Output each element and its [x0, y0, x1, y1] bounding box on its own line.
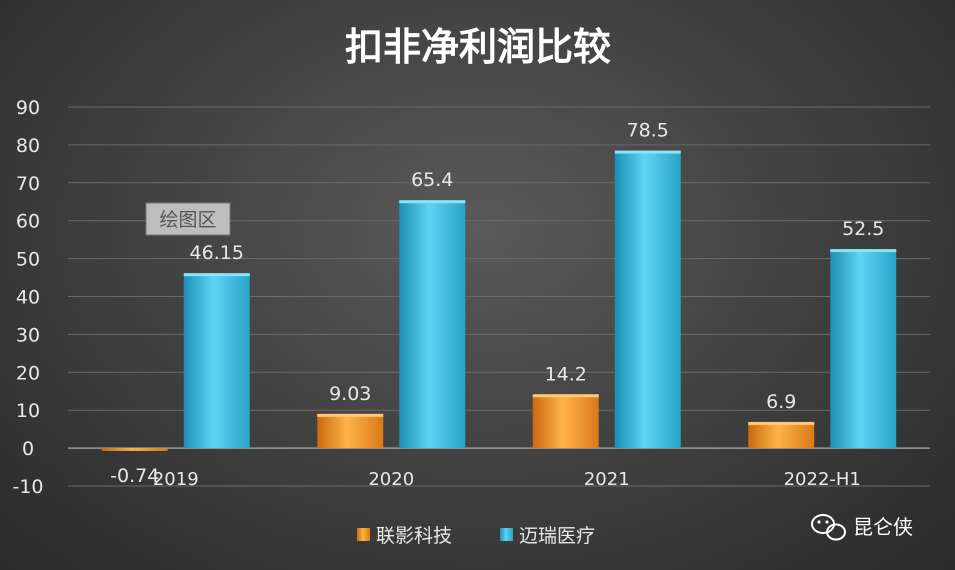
bar-top-highlight [748, 421, 815, 425]
watermark: 昆仑侠 [811, 514, 913, 541]
bar-lianying [317, 413, 384, 449]
data-label: -0.74 [110, 465, 159, 487]
y-tick-label: 90 [16, 97, 40, 119]
data-label: 78.5 [627, 120, 669, 142]
bar-lianying [101, 448, 168, 451]
y-tick-label: 60 [16, 211, 40, 233]
data-label: 52.5 [842, 218, 884, 240]
data-label: 46.15 [190, 242, 244, 264]
x-tick-label: 2019 [153, 469, 199, 490]
bar-top-highlight [183, 273, 250, 277]
bar-top-highlight [830, 249, 897, 253]
y-tick-label: 10 [16, 400, 40, 422]
bar-top-highlight [614, 150, 681, 154]
bar-mindray [614, 150, 681, 449]
data-label: 9.03 [329, 383, 371, 405]
y-tick-label: -10 [12, 476, 43, 498]
y-tick-label: 70 [16, 173, 40, 195]
x-axis: 2019 2020 2021 2022-H1 [153, 469, 861, 490]
bar-top-highlight [399, 200, 466, 204]
x-tick-label: 2021 [584, 469, 630, 490]
legend-label-mindray: 迈瑞医疗 [519, 525, 595, 547]
tooltip-label: 绘图区 [159, 209, 216, 231]
bar-top-highlight [532, 394, 599, 398]
bar-top-highlight [317, 413, 384, 417]
x-tick-label: 2020 [368, 469, 414, 490]
bar-mindray [183, 273, 250, 449]
y-tick-label: 20 [16, 362, 40, 384]
plot-area-tooltip: 绘图区 [145, 202, 231, 236]
x-tick-label: 2022-H1 [784, 469, 861, 490]
y-tick-label: 30 [16, 324, 40, 346]
bar-mindray [830, 249, 897, 449]
watermark-text: 昆仑侠 [853, 515, 913, 539]
y-axis: -10 0 10 20 30 40 50 60 70 80 90 [12, 97, 43, 498]
bar-lianying [748, 421, 815, 449]
chart-title: 扣非净利润比较 [345, 25, 611, 69]
data-label: 14.2 [545, 363, 587, 385]
y-tick-label: 0 [22, 438, 34, 460]
bar-lianying [532, 394, 599, 449]
legend-swatch-lianying [357, 528, 370, 541]
data-labels: -0.74 46.15 9.03 65.4 14.2 78.5 6.9 52.5 [110, 120, 884, 488]
legend-label-lianying: 联影科技 [376, 525, 452, 547]
y-tick-label: 40 [16, 287, 40, 309]
bar-mindray [399, 200, 466, 449]
legend-swatch-mindray [500, 528, 513, 541]
bars [101, 150, 897, 451]
y-tick-label: 50 [16, 249, 40, 271]
legend: 联影科技 迈瑞医疗 [357, 525, 595, 547]
data-label: 65.4 [411, 169, 453, 191]
wechat-icon [811, 514, 846, 541]
y-tick-label: 80 [16, 135, 40, 157]
data-label: 6.9 [766, 391, 796, 413]
